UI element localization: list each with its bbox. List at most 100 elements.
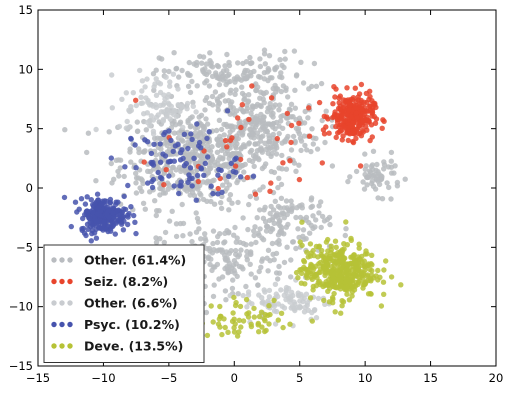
data-point bbox=[281, 205, 287, 211]
data-point bbox=[245, 289, 252, 295]
data-point bbox=[313, 243, 320, 250]
x-tick-label: 0 bbox=[231, 371, 238, 385]
data-point bbox=[229, 99, 235, 105]
data-point bbox=[262, 128, 269, 135]
data-point bbox=[180, 124, 186, 131]
data-point bbox=[219, 331, 225, 338]
data-point bbox=[144, 110, 150, 116]
data-point bbox=[209, 64, 216, 70]
data-point bbox=[194, 184, 200, 190]
data-point bbox=[202, 160, 208, 167]
data-point bbox=[187, 124, 194, 130]
data-point bbox=[208, 183, 214, 189]
data-point bbox=[353, 110, 360, 116]
data-point bbox=[105, 228, 111, 235]
data-point bbox=[144, 139, 151, 145]
data-point bbox=[211, 201, 218, 207]
data-point bbox=[257, 56, 263, 62]
data-point bbox=[166, 218, 173, 224]
data-point bbox=[343, 97, 349, 104]
data-point bbox=[213, 127, 220, 134]
data-point bbox=[200, 123, 207, 130]
data-point bbox=[378, 303, 385, 309]
data-point bbox=[267, 188, 273, 194]
legend-marker bbox=[51, 321, 57, 328]
data-point bbox=[177, 157, 184, 163]
data-point bbox=[266, 294, 273, 300]
data-point bbox=[202, 231, 208, 237]
data-point bbox=[253, 239, 259, 246]
data-point bbox=[359, 106, 365, 112]
data-point bbox=[306, 219, 312, 226]
data-point bbox=[384, 180, 390, 186]
data-point bbox=[144, 76, 150, 82]
data-point bbox=[245, 226, 251, 233]
data-point bbox=[358, 81, 365, 88]
data-point bbox=[308, 204, 314, 210]
data-point bbox=[241, 169, 247, 175]
data-point bbox=[306, 133, 313, 139]
data-point bbox=[307, 295, 314, 301]
data-point bbox=[232, 224, 238, 231]
data-point bbox=[370, 100, 377, 107]
data-point bbox=[162, 153, 169, 159]
data-point bbox=[200, 54, 207, 60]
data-point bbox=[349, 293, 355, 299]
data-point bbox=[249, 83, 255, 89]
data-point bbox=[246, 140, 252, 146]
data-point bbox=[171, 130, 178, 136]
data-point bbox=[217, 313, 224, 319]
data-point bbox=[181, 131, 188, 137]
data-point bbox=[364, 182, 370, 188]
data-point bbox=[349, 130, 355, 136]
data-point bbox=[284, 244, 290, 250]
data-point bbox=[209, 93, 216, 100]
data-point bbox=[307, 264, 314, 270]
data-point bbox=[237, 156, 244, 163]
data-point bbox=[214, 149, 221, 155]
data-point bbox=[103, 198, 110, 204]
data-point bbox=[263, 146, 269, 152]
data-point bbox=[293, 168, 299, 174]
data-point bbox=[212, 89, 219, 95]
data-point bbox=[234, 74, 240, 80]
data-point bbox=[156, 55, 162, 61]
data-point bbox=[327, 221, 333, 228]
data-point bbox=[240, 215, 246, 221]
data-point bbox=[185, 179, 191, 186]
data-point bbox=[185, 83, 192, 90]
data-point bbox=[161, 68, 167, 74]
data-point bbox=[297, 214, 304, 221]
data-point bbox=[177, 150, 184, 156]
data-point bbox=[281, 305, 288, 311]
data-point bbox=[363, 279, 369, 285]
data-point bbox=[362, 166, 368, 172]
data-point bbox=[218, 126, 225, 133]
data-point bbox=[332, 94, 338, 100]
data-point bbox=[380, 117, 386, 123]
data-point bbox=[287, 158, 293, 164]
data-point bbox=[171, 111, 177, 118]
data-point bbox=[204, 332, 211, 339]
data-point bbox=[214, 137, 221, 143]
data-point bbox=[182, 168, 189, 174]
data-point bbox=[244, 174, 250, 181]
data-point bbox=[352, 85, 358, 91]
legend-marker bbox=[51, 343, 57, 349]
data-point bbox=[346, 107, 352, 114]
data-point bbox=[178, 103, 184, 109]
data-point bbox=[266, 53, 273, 59]
data-point bbox=[89, 227, 96, 234]
data-point bbox=[221, 132, 227, 138]
data-point bbox=[283, 166, 290, 172]
data-point bbox=[256, 268, 262, 275]
data-point bbox=[276, 107, 282, 113]
data-point bbox=[93, 126, 99, 133]
data-point bbox=[208, 303, 214, 309]
data-point bbox=[191, 155, 197, 161]
data-point bbox=[155, 169, 161, 176]
data-point bbox=[113, 157, 120, 163]
data-point bbox=[362, 151, 368, 157]
data-point bbox=[226, 71, 232, 78]
data-point bbox=[193, 197, 199, 203]
